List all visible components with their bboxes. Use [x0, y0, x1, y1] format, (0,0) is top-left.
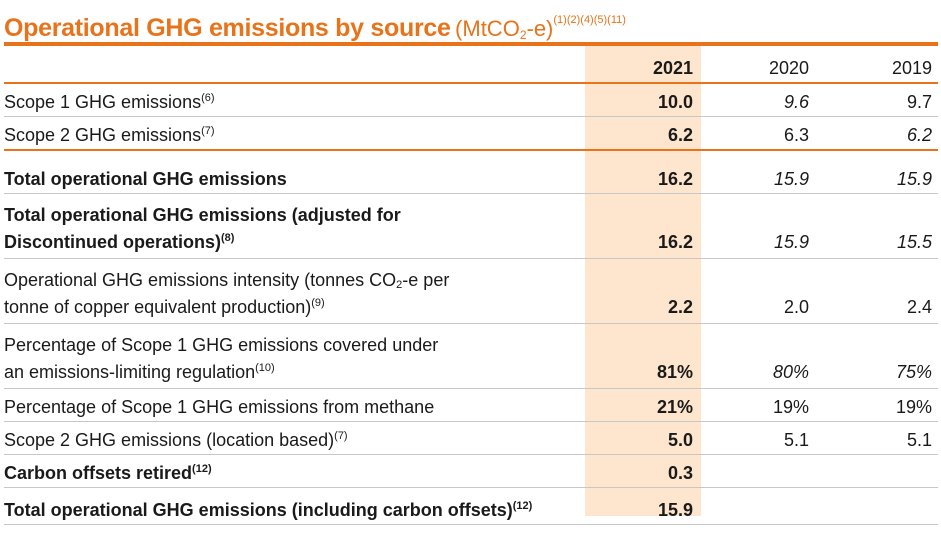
table-row: Scope 2 GHG emissions (location based)(7… — [4, 421, 938, 455]
value-2019: 15.5 — [821, 193, 938, 259]
value-2021: 21% — [585, 388, 701, 422]
value-2019 — [821, 487, 938, 525]
title-rule — [4, 42, 938, 46]
value-2020: 19% — [701, 388, 821, 422]
title-main: Operational GHG emissions by source — [4, 14, 451, 42]
value-2020 — [701, 487, 821, 525]
table-row: Scope 2 GHG emissions(7) 6.2 6.3 6.2 — [4, 116, 938, 151]
value-2021: 6.2 — [585, 116, 701, 151]
table-row: Total operational GHG emissions (includi… — [4, 487, 938, 525]
value-2021: 2.2 — [585, 258, 701, 324]
value-2019: 75% — [821, 323, 938, 389]
value-2020: 80% — [701, 323, 821, 389]
value-2019: 6.2 — [821, 116, 938, 151]
header-label-cell — [4, 50, 585, 84]
value-2019: 15.9 — [821, 150, 938, 194]
value-2019: 2.4 — [821, 258, 938, 324]
row-label: Carbon offsets retired(12) — [4, 454, 585, 488]
value-2019 — [821, 454, 938, 488]
table-row: Total operational GHG emissions 16.2 15.… — [4, 150, 938, 194]
value-2020 — [701, 454, 821, 488]
value-2020: 15.9 — [701, 193, 821, 259]
row-label: Scope 2 GHG emissions (location based)(7… — [4, 421, 585, 455]
table-row: Total operational GHG emissions (adjuste… — [4, 193, 938, 259]
table-row: Percentage of Scope 1 GHG emissions from… — [4, 388, 938, 422]
table-row: Scope 1 GHG emissions(6) 10.0 9.6 9.7 — [4, 83, 938, 117]
header-2021: 2021 — [585, 50, 701, 84]
row-label: Operational GHG emissions intensity (ton… — [4, 258, 585, 324]
value-2021: 10.0 — [585, 83, 701, 117]
table-row: Percentage of Scope 1 GHG emissions cove… — [4, 323, 938, 389]
header-row: 2021 2020 2019 — [4, 50, 938, 84]
value-2019: 19% — [821, 388, 938, 422]
row-label: Scope 2 GHG emissions(7) — [4, 116, 585, 151]
table-row: Carbon offsets retired(12) 0.3 — [4, 454, 938, 488]
value-2019: 5.1 — [821, 421, 938, 455]
title-footnotes: (1)(2)(4)(5)(11) — [553, 14, 626, 26]
value-2020: 15.9 — [701, 150, 821, 194]
row-label: Total operational GHG emissions (adjuste… — [4, 193, 585, 259]
value-2020: 5.1 — [701, 421, 821, 455]
row-label: Percentage of Scope 1 GHG emissions from… — [4, 388, 585, 422]
table-row: Operational GHG emissions intensity (ton… — [4, 258, 938, 324]
value-2021: 16.2 — [585, 193, 701, 259]
emissions-table: 2021 2020 2019 Scope 1 GHG emissions(6) … — [4, 50, 938, 525]
value-2021: 15.9 — [585, 487, 701, 525]
value-2021: 5.0 — [585, 421, 701, 455]
value-2020: 6.3 — [701, 116, 821, 151]
value-2019: 9.7 — [821, 83, 938, 117]
value-2020: 2.0 — [701, 258, 821, 324]
row-label: Percentage of Scope 1 GHG emissions cove… — [4, 323, 585, 389]
value-2021: 0.3 — [585, 454, 701, 488]
row-label: Scope 1 GHG emissions(6) — [4, 83, 585, 117]
row-label: Total operational GHG emissions (includi… — [4, 487, 585, 525]
header-2020: 2020 — [701, 50, 821, 84]
value-2021: 81% — [585, 323, 701, 389]
row-label: Total operational GHG emissions — [4, 150, 585, 194]
table-title: Operational GHG emissions by source (MtC… — [4, 2, 626, 42]
title-unit: (MtCO2-e)(1)(2)(4)(5)(11) — [455, 14, 626, 42]
header-2019: 2019 — [821, 50, 938, 84]
value-2020: 9.6 — [701, 83, 821, 117]
value-2021: 16.2 — [585, 150, 701, 194]
